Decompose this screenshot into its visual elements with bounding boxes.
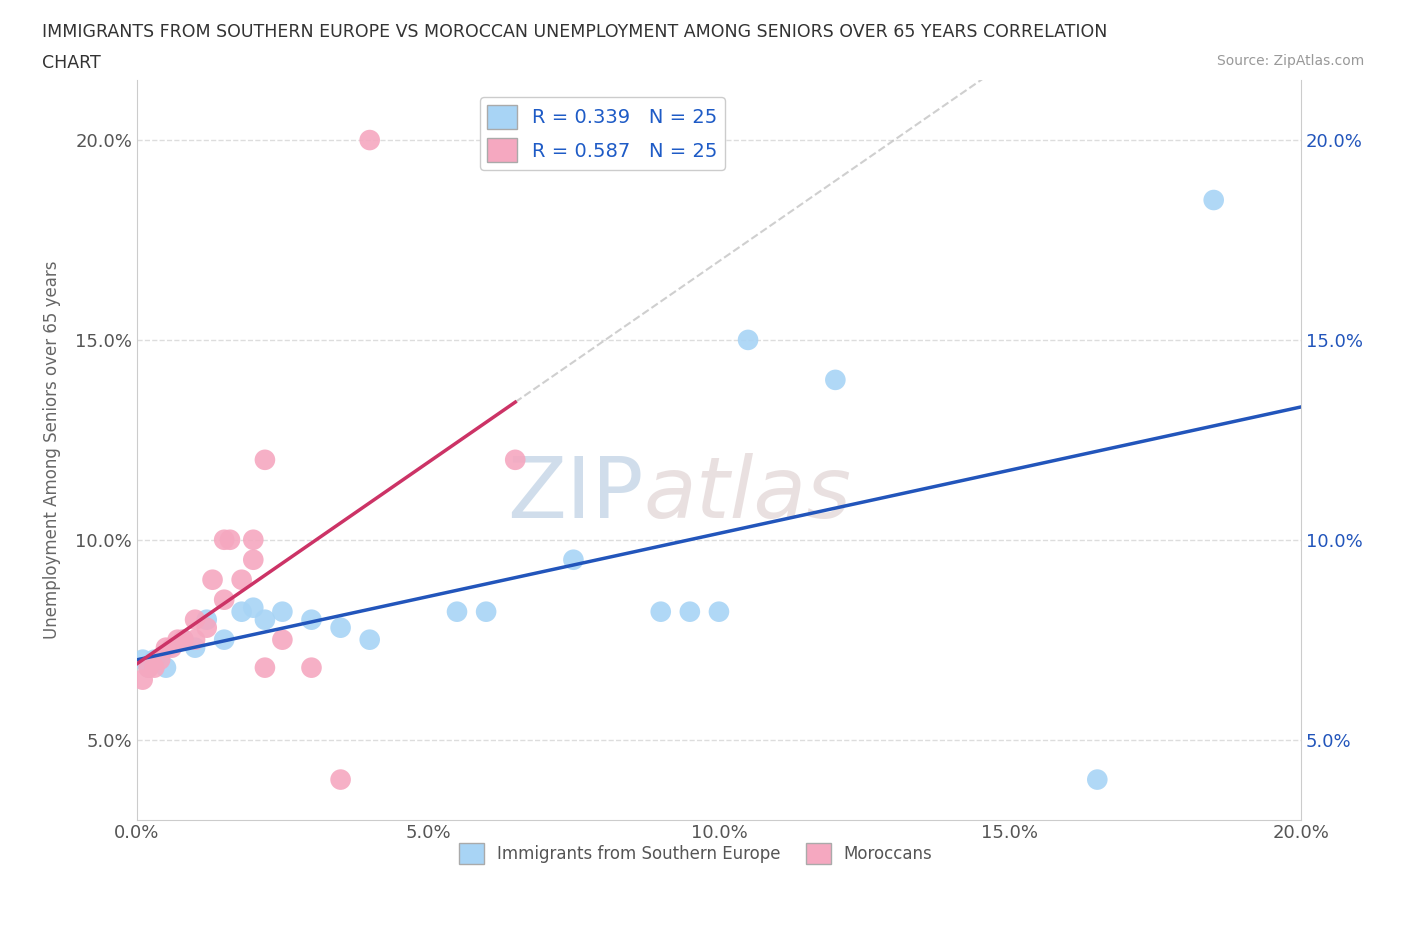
Text: ZIP: ZIP	[506, 453, 644, 536]
Point	[201, 572, 224, 587]
Point	[212, 532, 235, 547]
Point	[562, 552, 585, 567]
Point	[172, 632, 194, 647]
Point	[1202, 193, 1225, 207]
Point	[253, 452, 276, 467]
Point	[650, 604, 672, 619]
Point	[475, 604, 498, 619]
Point	[271, 604, 294, 619]
Point	[138, 660, 160, 675]
Point	[212, 592, 235, 607]
Point	[707, 604, 730, 619]
Point	[242, 552, 264, 567]
Point	[195, 612, 218, 627]
Point	[503, 452, 526, 467]
Point	[131, 672, 153, 687]
Point	[131, 652, 153, 667]
Point	[737, 332, 759, 347]
Point	[231, 604, 253, 619]
Point	[212, 632, 235, 647]
Point	[301, 660, 323, 675]
Point	[253, 660, 276, 675]
Point	[679, 604, 702, 619]
Point	[149, 652, 172, 667]
Text: atlas: atlas	[644, 453, 851, 536]
Point	[271, 632, 294, 647]
Point	[329, 772, 352, 787]
Point	[824, 372, 846, 387]
Point	[329, 620, 352, 635]
Text: IMMIGRANTS FROM SOUTHERN EUROPE VS MOROCCAN UNEMPLOYMENT AMONG SENIORS OVER 65 Y: IMMIGRANTS FROM SOUTHERN EUROPE VS MOROC…	[42, 23, 1108, 41]
Point	[231, 572, 253, 587]
Point	[172, 632, 194, 647]
Point	[359, 133, 381, 148]
Point	[155, 640, 177, 655]
Point	[219, 532, 242, 547]
Y-axis label: Unemployment Among Seniors over 65 years: Unemployment Among Seniors over 65 years	[44, 260, 60, 639]
Point	[242, 600, 264, 615]
Legend: Immigrants from Southern Europe, Moroccans: Immigrants from Southern Europe, Morocca…	[453, 837, 939, 870]
Point	[195, 620, 218, 635]
Point	[184, 640, 207, 655]
Point	[184, 612, 207, 627]
Point	[359, 632, 381, 647]
Point	[138, 660, 160, 675]
Point	[301, 612, 323, 627]
Point	[143, 652, 166, 667]
Point	[446, 604, 468, 619]
Point	[184, 632, 207, 647]
Text: Source: ZipAtlas.com: Source: ZipAtlas.com	[1216, 54, 1364, 68]
Point	[160, 640, 183, 655]
Text: CHART: CHART	[42, 54, 101, 72]
Point	[155, 660, 177, 675]
Point	[242, 532, 264, 547]
Point	[143, 660, 166, 675]
Point	[166, 632, 188, 647]
Point	[253, 612, 276, 627]
Point	[1085, 772, 1108, 787]
